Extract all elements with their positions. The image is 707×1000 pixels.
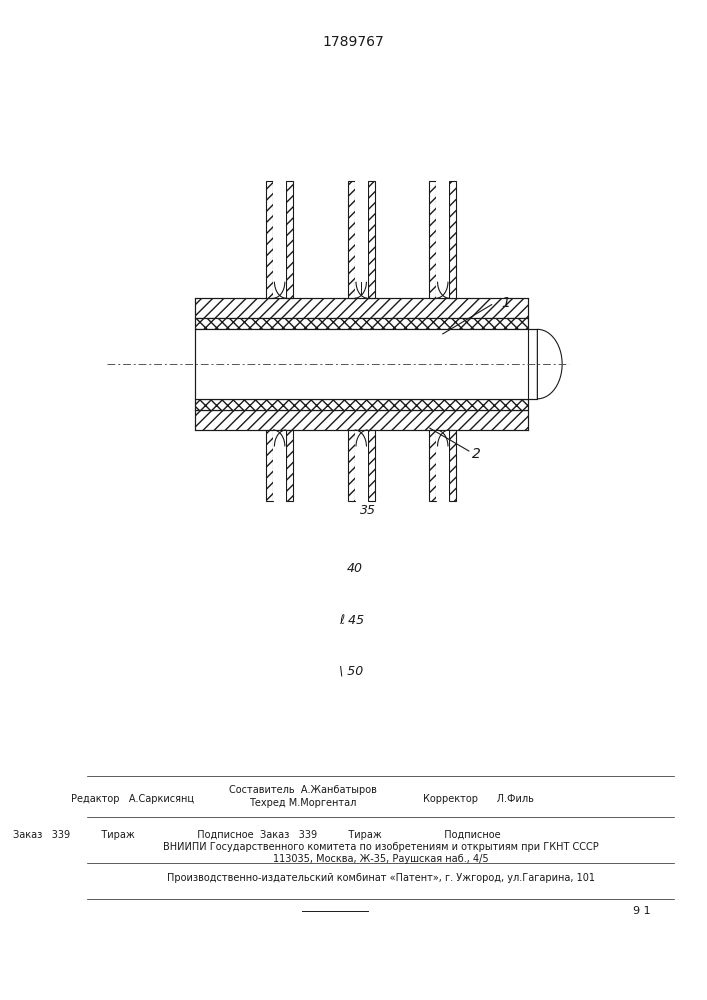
Text: Заказ   339          Тираж                    Подписное: Заказ 339 Тираж Подписное bbox=[13, 830, 253, 840]
Text: 1: 1 bbox=[501, 296, 510, 310]
Text: 2: 2 bbox=[472, 447, 481, 461]
Text: 40: 40 bbox=[346, 562, 363, 575]
Polygon shape bbox=[266, 181, 273, 298]
Polygon shape bbox=[195, 329, 537, 399]
Text: ℓ 45: ℓ 45 bbox=[339, 614, 364, 627]
Polygon shape bbox=[436, 181, 449, 298]
Text: 113035, Москва, Ж-35, Раушская наб., 4/5: 113035, Москва, Ж-35, Раушская наб., 4/5 bbox=[273, 854, 489, 864]
Polygon shape bbox=[286, 430, 293, 501]
Polygon shape bbox=[195, 318, 527, 329]
Text: Заказ   339          Тираж                    Подписное: Заказ 339 Тираж Подписное bbox=[260, 830, 501, 840]
Polygon shape bbox=[449, 181, 457, 298]
Polygon shape bbox=[537, 329, 562, 399]
Polygon shape bbox=[273, 181, 286, 298]
Polygon shape bbox=[348, 430, 355, 501]
Polygon shape bbox=[195, 399, 527, 410]
Polygon shape bbox=[195, 298, 527, 318]
Polygon shape bbox=[449, 430, 457, 501]
Polygon shape bbox=[266, 430, 273, 501]
Polygon shape bbox=[429, 430, 436, 501]
Polygon shape bbox=[429, 181, 436, 298]
Polygon shape bbox=[436, 430, 449, 501]
Text: 1789767: 1789767 bbox=[322, 35, 385, 49]
Polygon shape bbox=[368, 181, 375, 298]
Polygon shape bbox=[355, 181, 368, 298]
Text: Производственно-издательский комбинат «Патент», г. Ужгород, ул.Гагарина, 101: Производственно-издательский комбинат «П… bbox=[167, 873, 595, 883]
Text: Корректор      Л.Филь: Корректор Л.Филь bbox=[423, 794, 534, 804]
Text: Редактор   А.Саркисянц: Редактор А.Саркисянц bbox=[71, 794, 194, 804]
Text: \ 50: \ 50 bbox=[339, 664, 363, 677]
Polygon shape bbox=[273, 430, 286, 501]
Polygon shape bbox=[348, 181, 355, 298]
Polygon shape bbox=[286, 181, 293, 298]
Polygon shape bbox=[355, 430, 368, 501]
Text: 9 1: 9 1 bbox=[633, 906, 650, 916]
Polygon shape bbox=[368, 430, 375, 501]
Text: Составитель  А.Жанбатыров: Составитель А.Жанбатыров bbox=[228, 785, 376, 795]
Text: Техред М.Моргентал: Техред М.Моргентал bbox=[249, 798, 356, 808]
Polygon shape bbox=[195, 410, 527, 430]
Text: ВНИИПИ Государственного комитета по изобретениям и открытиям при ГКНТ СССР: ВНИИПИ Государственного комитета по изоб… bbox=[163, 842, 599, 852]
Text: 35: 35 bbox=[360, 504, 375, 517]
